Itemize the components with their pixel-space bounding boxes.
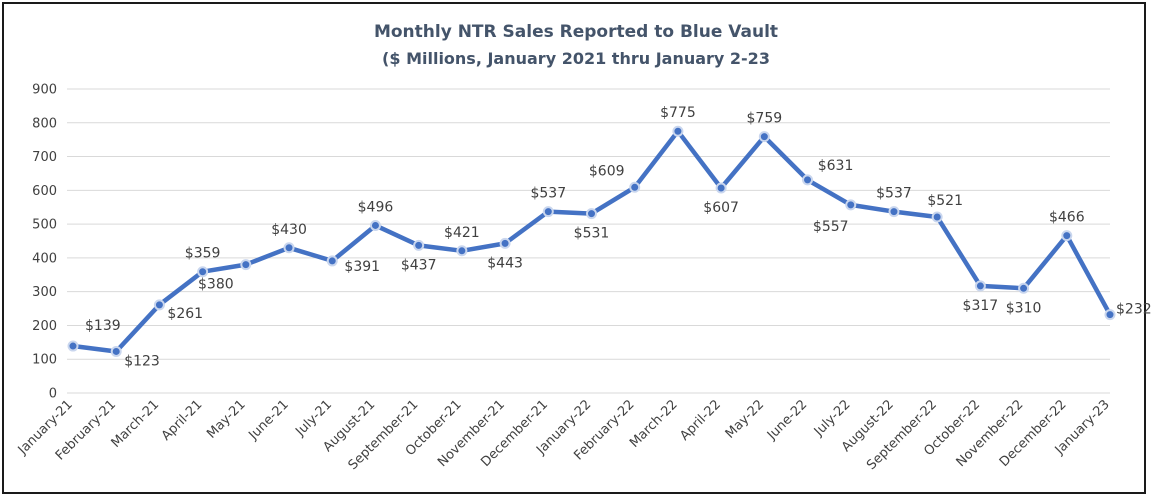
data-point	[1104, 309, 1116, 321]
data-point	[283, 242, 295, 254]
data-point	[629, 181, 641, 193]
data-label: $232	[1116, 302, 1152, 318]
x-tick-label: March-22	[627, 397, 681, 451]
x-tick-label: May-21	[204, 397, 248, 441]
y-tick-label: 200	[32, 319, 57, 334]
data-label: $430	[271, 222, 307, 238]
x-axis-ticks: January-21February-21March-21April-21May…	[15, 397, 1113, 473]
data-label: $775	[660, 105, 696, 121]
data-label: $380	[198, 277, 234, 293]
data-label: $139	[85, 318, 121, 334]
y-tick-label: 800	[32, 116, 57, 131]
x-tick-label: April-22	[677, 397, 724, 444]
data-label: $123	[124, 353, 160, 369]
data-label: $421	[444, 225, 480, 241]
x-tick-label: July-21	[292, 397, 335, 440]
data-point	[153, 299, 165, 311]
x-tick-label: May-22	[723, 397, 767, 441]
data-label: $496	[358, 199, 394, 215]
y-tick-label: 100	[32, 353, 57, 368]
data-label: $391	[344, 259, 380, 275]
data-point	[240, 259, 252, 271]
data-point	[1018, 282, 1030, 294]
data-point	[456, 245, 468, 257]
data-point	[499, 237, 511, 249]
data-label: $759	[747, 111, 783, 127]
data-label: $609	[589, 163, 625, 179]
data-point	[1061, 230, 1073, 242]
data-label: $537	[530, 186, 566, 202]
chart-subtitle: ($ Millions, January 2021 thru January 2…	[382, 49, 770, 68]
y-tick-label: 600	[32, 184, 57, 199]
x-tick-label: June-22	[764, 397, 810, 443]
data-label: $466	[1049, 210, 1085, 226]
data-point	[197, 266, 209, 278]
data-label: $557	[813, 219, 849, 235]
data-point	[542, 206, 554, 218]
data-point	[758, 131, 770, 143]
data-point	[586, 208, 597, 220]
data-point	[672, 125, 684, 137]
data-label: $531	[574, 226, 610, 242]
gridlines	[67, 88, 1110, 394]
data-label: $631	[818, 158, 854, 174]
x-tick-label: July-22	[811, 397, 854, 440]
data-point	[888, 206, 900, 218]
data-label: $443	[487, 255, 523, 271]
data-point	[67, 340, 79, 352]
series-ntr-sales	[67, 125, 1116, 357]
data-point	[413, 239, 425, 251]
x-tick-label: March-21	[109, 397, 163, 451]
data-point	[845, 199, 857, 211]
y-tick-label: 500	[32, 218, 57, 233]
data-point	[974, 280, 986, 292]
y-tick-label: 900	[32, 83, 57, 98]
data-label: $310	[1006, 300, 1042, 316]
data-point	[369, 219, 381, 231]
y-axis-ticks: 0 100 200 300 400 500 600 700 800 900	[32, 83, 57, 402]
data-label: $359	[185, 246, 221, 262]
data-point	[110, 345, 122, 357]
data-label: $537	[876, 186, 912, 202]
x-tick-label: April-21	[159, 397, 206, 444]
data-label: $521	[927, 193, 963, 209]
data-point	[715, 182, 727, 194]
data-point	[802, 174, 814, 186]
data-labels: $139 $123 $261 $359 $380 $430 $391 $496 $437 $421…	[85, 105, 1152, 369]
data-label: $607	[703, 200, 739, 216]
y-tick-label: 0	[49, 387, 57, 402]
data-label: $317	[963, 298, 999, 314]
y-tick-label: 400	[32, 251, 57, 266]
data-point	[931, 211, 943, 223]
y-tick-label: 700	[32, 150, 57, 165]
y-tick-label: 300	[32, 285, 57, 300]
data-label: $437	[401, 257, 437, 273]
chart-title: Monthly NTR Sales Reported to Blue Vault	[374, 22, 778, 42]
data-point	[326, 255, 338, 267]
x-tick-label: June-21	[246, 397, 292, 443]
data-label: $261	[167, 306, 203, 322]
